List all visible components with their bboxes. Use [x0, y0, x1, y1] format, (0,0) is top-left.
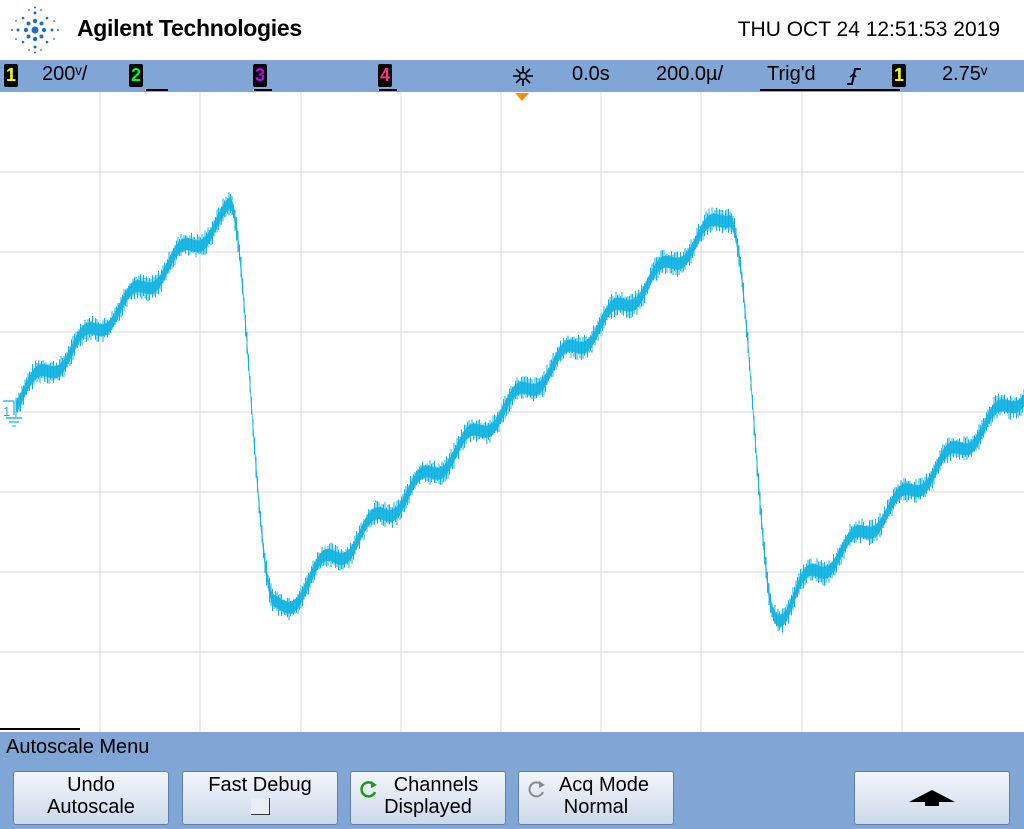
- cycle-icon: [525, 778, 547, 805]
- softkey-label: Channels: [393, 774, 479, 796]
- rising-edge-icon: [847, 68, 861, 85]
- menu-underline: [0, 728, 80, 730]
- channel1-ground-label: 1: [3, 404, 10, 419]
- ground-marker-icon: [3, 400, 22, 427]
- softkey-label: Autoscale: [47, 796, 135, 818]
- channel1-scale[interactable]: 200ᵛ/: [42, 63, 88, 85]
- trace-noise: [15, 192, 1024, 633]
- trigger-level[interactable]: 2.75ᵛ: [942, 63, 988, 85]
- channel2-underline: [146, 89, 168, 91]
- channels-displayed-button[interactable]: Channels Displayed: [350, 771, 506, 825]
- timebase-value[interactable]: 200.0µ/: [656, 63, 724, 85]
- channel1-indicator[interactable]: 1: [4, 64, 18, 87]
- acq-mode-button[interactable]: Acq Mode Normal: [518, 771, 674, 825]
- graticule-grid: [0, 92, 1024, 732]
- header: Agilent Technologies THU OCT 24 12:51:53…: [0, 0, 1024, 60]
- fast-debug-checkbox[interactable]: [250, 798, 270, 815]
- menu-title: Autoscale Menu: [6, 736, 150, 758]
- softkey-panel: Autoscale Menu Undo Autoscale Fast Debug…: [0, 728, 1024, 829]
- time-reference-icon: [513, 66, 533, 86]
- status-bar: 1 200ᵛ/ 2 3 4 0.0s 200.0µ/ Trig'd 1 2.75…: [0, 60, 1024, 92]
- channel3-indicator[interactable]: 3: [253, 64, 267, 87]
- trigger-underline: [760, 89, 900, 91]
- softkey-label: Acq Mode: [558, 774, 650, 796]
- datetime: THU OCT 24 12:51:53 2019: [737, 18, 1000, 41]
- channel2-indicator[interactable]: 2: [129, 64, 143, 87]
- up-arrow-icon: [909, 790, 955, 806]
- undo-autoscale-button[interactable]: Undo Autoscale: [13, 771, 169, 825]
- softkey-label: Fast Debug: [208, 774, 312, 796]
- softkey-label: Displayed: [384, 796, 472, 818]
- delay-value[interactable]: 0.0s: [572, 63, 610, 85]
- softkey-label: Undo: [67, 774, 115, 796]
- brand-name: Agilent Technologies: [77, 15, 302, 41]
- agilent-spark-logo-icon: [11, 6, 59, 54]
- waveform-display[interactable]: 1: [0, 92, 1024, 732]
- softkey-label: Normal: [563, 796, 629, 818]
- trigger-position-marker: [515, 93, 529, 101]
- cycle-icon: [357, 778, 379, 805]
- trigger-status: Trig'd: [767, 63, 816, 85]
- fast-debug-button[interactable]: Fast Debug: [182, 771, 338, 825]
- menu-up-button[interactable]: [854, 771, 1010, 825]
- waveform-graticule: 1: [0, 92, 1024, 732]
- channel4-indicator[interactable]: 4: [378, 64, 392, 87]
- channel1-trace: [15, 192, 1024, 633]
- channel3-underline: [254, 89, 272, 91]
- channel4-underline: [379, 89, 397, 91]
- trigger-channel-indicator[interactable]: 1: [892, 64, 906, 87]
